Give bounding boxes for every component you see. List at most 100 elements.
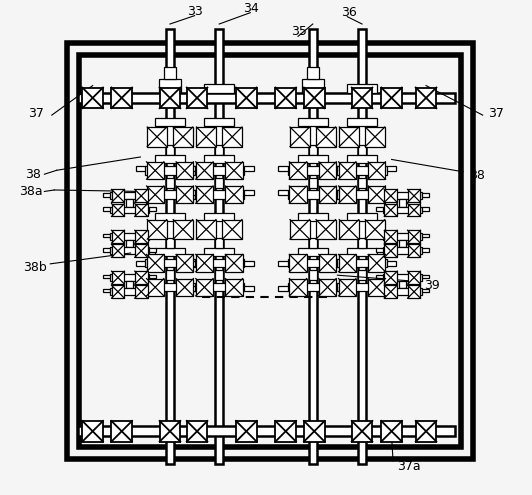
Bar — [408, 285, 420, 298]
Bar — [185, 166, 195, 171]
Bar — [244, 286, 254, 291]
Bar — [187, 88, 207, 108]
Bar — [135, 271, 148, 284]
Bar — [145, 191, 195, 199]
Bar — [166, 178, 174, 188]
Bar — [408, 271, 420, 284]
Bar — [381, 88, 402, 108]
Bar — [195, 191, 204, 196]
Text: 37: 37 — [488, 107, 504, 120]
Bar — [278, 191, 288, 196]
Text: 38b: 38b — [23, 261, 46, 274]
Bar — [304, 88, 325, 108]
Bar — [337, 261, 347, 266]
Bar — [149, 248, 156, 251]
Bar — [173, 127, 193, 147]
Text: 35: 35 — [291, 25, 307, 38]
Bar — [422, 207, 429, 211]
Bar — [160, 421, 180, 442]
Bar — [338, 279, 356, 296]
Bar — [358, 29, 366, 464]
Bar — [226, 279, 243, 296]
Bar — [195, 191, 244, 199]
Bar — [298, 118, 328, 126]
Bar — [176, 254, 194, 272]
Bar — [110, 248, 149, 254]
Bar — [298, 155, 328, 163]
Bar — [110, 274, 149, 281]
Bar — [302, 79, 323, 93]
Bar — [110, 288, 149, 295]
Bar — [289, 162, 306, 179]
Bar — [358, 270, 366, 280]
Bar — [309, 29, 317, 464]
Bar — [112, 245, 124, 257]
Bar — [339, 127, 359, 147]
Bar — [383, 288, 422, 295]
Bar — [196, 279, 213, 296]
Bar — [196, 186, 213, 203]
Bar — [387, 191, 396, 196]
Bar — [145, 259, 195, 267]
Bar — [164, 67, 176, 79]
Bar — [384, 285, 397, 298]
Bar — [358, 238, 366, 248]
Bar — [136, 166, 145, 171]
Bar — [204, 118, 234, 126]
Bar — [196, 220, 216, 239]
Bar — [383, 206, 422, 213]
Bar — [290, 220, 310, 239]
Bar — [149, 275, 156, 278]
Bar — [127, 240, 133, 248]
Bar — [149, 207, 156, 211]
Bar — [244, 261, 254, 266]
Bar — [376, 248, 383, 251]
Bar — [145, 166, 195, 175]
Bar — [337, 283, 387, 292]
Bar — [82, 421, 103, 442]
Bar — [196, 162, 213, 179]
Bar — [338, 186, 356, 203]
Bar — [422, 193, 429, 197]
Bar — [347, 155, 377, 163]
Bar — [187, 421, 207, 442]
Bar — [328, 261, 337, 266]
Bar — [147, 220, 167, 239]
Bar — [387, 261, 396, 266]
Bar — [215, 29, 223, 464]
Bar — [111, 88, 132, 108]
Bar — [215, 270, 223, 280]
Bar — [319, 279, 336, 296]
Bar — [337, 166, 387, 175]
Bar — [328, 286, 337, 291]
Bar — [195, 166, 204, 171]
Bar — [159, 79, 181, 93]
Bar — [195, 166, 244, 175]
Bar — [408, 203, 420, 216]
Bar — [384, 203, 397, 216]
Bar — [176, 162, 194, 179]
Bar — [166, 29, 174, 464]
Bar — [384, 245, 397, 257]
Bar — [166, 270, 174, 280]
Bar — [204, 84, 234, 93]
Bar — [149, 193, 156, 197]
Bar — [103, 193, 110, 197]
Bar — [339, 220, 359, 239]
Bar — [422, 275, 429, 278]
Bar — [112, 271, 124, 284]
Bar — [384, 230, 397, 243]
Bar — [195, 259, 244, 267]
Text: 33: 33 — [187, 5, 203, 18]
Bar — [415, 421, 436, 442]
Bar — [288, 166, 337, 175]
Bar — [387, 286, 396, 291]
Bar — [136, 286, 145, 291]
Bar — [347, 248, 377, 256]
Bar — [278, 286, 288, 291]
Bar — [146, 186, 164, 203]
Bar — [222, 127, 242, 147]
Text: 39: 39 — [425, 279, 440, 292]
Bar — [112, 190, 124, 202]
Bar — [365, 127, 385, 147]
